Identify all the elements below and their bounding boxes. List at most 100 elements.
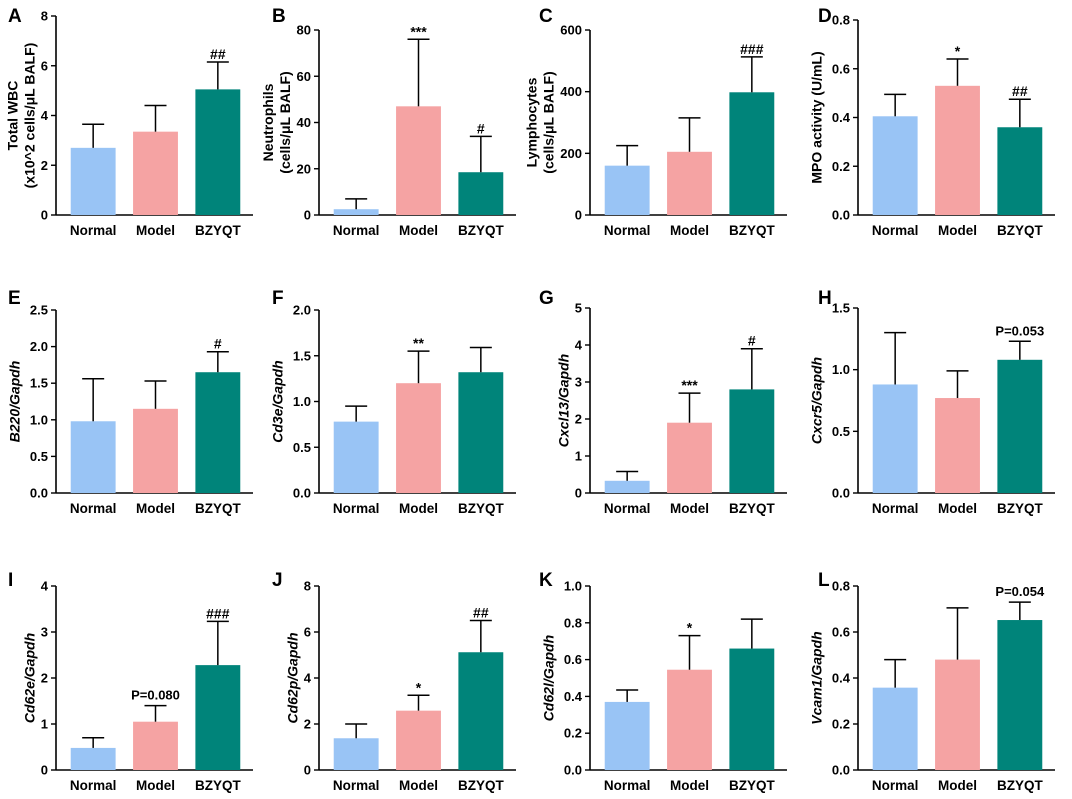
y-tick-label: 0.8: [832, 13, 850, 28]
y-tick-label: 1.0: [293, 394, 311, 409]
y-tick-label: 0.2: [564, 726, 582, 741]
bar-bzyqt: [458, 172, 504, 215]
y-axis-label: Total WBC: [5, 81, 21, 151]
bar-normal: [872, 687, 918, 770]
y-tick-label: 0.6: [564, 652, 582, 667]
bar-bzyqt: [997, 620, 1043, 770]
panel-letter: C: [539, 6, 553, 27]
significance-label: ###: [740, 41, 764, 57]
y-axis-label: B220/Gapdh: [7, 361, 23, 443]
y-tick-label: 1.5: [30, 376, 48, 391]
x-tick-label: Model: [670, 223, 709, 238]
x-tick-label: Model: [399, 223, 438, 238]
x-tick-label: BZYQT: [729, 778, 776, 793]
y-axis-label: Cd62l/Gapdh: [541, 635, 557, 721]
y-tick-label: 3: [575, 375, 582, 390]
x-tick-label: Model: [399, 778, 438, 793]
y-tick-label: 0.0: [832, 763, 850, 778]
y-axis-label: Cd62p/Gapdh: [285, 632, 301, 723]
bar-normal: [333, 421, 379, 493]
y-tick-label: 6: [41, 58, 48, 73]
x-tick-label: Normal: [872, 778, 919, 793]
x-tick-label: Model: [136, 501, 175, 516]
bar-normal: [872, 384, 918, 493]
bar-normal: [70, 747, 116, 770]
bar-model: [935, 398, 980, 493]
significance-label: P=0.080: [131, 688, 180, 703]
y-tick-label: 0.4: [832, 671, 851, 686]
y-tick-label: 200: [560, 146, 582, 161]
bar-bzyqt: [729, 389, 775, 493]
y-tick-label: 0.5: [293, 440, 311, 455]
panel-f: F 0.0 0.5 1.0 1.5 2.0 Cd3e/Gapdh Normal ** Model B…: [270, 288, 516, 516]
x-tick-label: Normal: [70, 223, 117, 238]
panel-letter: L: [818, 570, 830, 591]
x-tick-label: Model: [938, 501, 977, 516]
y-tick-label: 0: [304, 208, 311, 223]
y-tick-label: 4: [304, 671, 312, 686]
y-tick-label: 1: [41, 717, 48, 732]
y-tick-label: 0.8: [832, 579, 850, 594]
y-tick-label: 0: [41, 763, 48, 778]
panel-h: H 0.0 0.5 1.0 1.5 Cxcr5/Gapdh Normal Model P=0.0…: [809, 288, 1055, 516]
panel-letter: D: [818, 6, 832, 27]
x-tick-label: Normal: [333, 778, 380, 793]
y-tick-label: 0.6: [832, 61, 850, 76]
bar-normal: [604, 480, 650, 493]
significance-label: ##: [210, 46, 226, 62]
y-axis-label: Cd3e/Gapdh: [270, 360, 286, 442]
y-tick-label: 8: [41, 9, 48, 24]
y-tick-label: 0.0: [564, 763, 582, 778]
y-axis-label: (cells/μL BALF): [541, 71, 557, 173]
x-tick-label: Normal: [872, 223, 919, 238]
x-tick-label: Normal: [333, 223, 380, 238]
x-tick-label: BZYQT: [458, 778, 505, 793]
panel-a: A 0 2 4 6 8 Total WBC (x10^2 cells/μL BALF) Norm…: [5, 6, 253, 238]
y-tick-label: 0.0: [30, 486, 48, 501]
panel-letter: E: [8, 288, 21, 309]
y-axis-label: Cxcl13/Gapdh: [556, 354, 572, 447]
y-tick-label: 4: [575, 338, 583, 353]
significance-label: ###: [206, 605, 230, 621]
panel-letter: A: [8, 6, 22, 27]
bar-model: [133, 131, 178, 215]
x-tick-label: Model: [136, 778, 175, 793]
bar-bzyqt: [729, 92, 775, 215]
panel-e: E 0.0 0.5 1.0 1.5 2.0 2.5 B220/Gapdh Normal Model…: [7, 288, 253, 516]
significance-label: ***: [681, 377, 698, 393]
y-tick-label: 400: [560, 84, 582, 99]
panel-letter: J: [272, 570, 283, 591]
significance-label: P=0.054: [995, 584, 1045, 599]
y-tick-label: 2.0: [293, 303, 311, 318]
y-axis-label: Cd62e/Gapdh: [22, 633, 38, 723]
y-tick-label: 0.2: [832, 159, 850, 174]
x-tick-label: Normal: [604, 223, 651, 238]
y-axis-label: (cells/μL BALF): [277, 71, 293, 173]
y-tick-label: 4: [41, 108, 49, 123]
y-tick-label: 0.4: [832, 110, 851, 125]
bar-normal: [70, 421, 116, 493]
bar-model: [396, 106, 441, 215]
y-tick-label: 0: [575, 208, 582, 223]
panel-b: B 0 20 40 60 80 Neutrophils (cells/μL BALF) Norm…: [260, 6, 516, 238]
y-tick-label: 80: [297, 23, 311, 38]
significance-label: #: [748, 333, 756, 349]
x-tick-label: Model: [399, 501, 438, 516]
significance-label: *: [416, 679, 422, 695]
x-tick-label: Normal: [604, 778, 651, 793]
x-tick-label: BZYQT: [195, 501, 242, 516]
y-tick-label: 0.8: [564, 615, 582, 630]
panel-i: I 0 1 2 3 4 Cd62e/Gapdh Normal P=0.080 Model ### BZ…: [8, 570, 253, 793]
bar-normal: [604, 701, 650, 770]
y-tick-label: 1.0: [30, 412, 48, 427]
bar-model: [935, 85, 980, 215]
y-tick-label: 2: [575, 412, 582, 427]
panel-k: K 0.0 0.2 0.4 0.6 0.8 1.0 Cd62l/Gapdh Normal * Mod…: [539, 570, 787, 793]
y-tick-label: 0.0: [832, 486, 850, 501]
bar-normal: [333, 738, 379, 770]
panel-letter: G: [539, 288, 554, 309]
panel-j: J 0 2 4 6 8 Cd62p/Gapdh Normal * Model ## BZYQT: [272, 570, 516, 793]
y-tick-label: 60: [297, 69, 311, 84]
y-tick-label: 0.2: [832, 717, 850, 732]
